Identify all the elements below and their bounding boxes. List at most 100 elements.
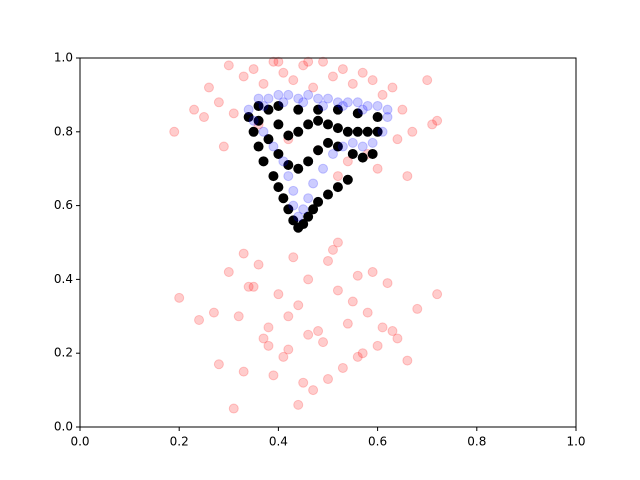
point xyxy=(347,137,358,148)
point xyxy=(243,281,254,292)
point xyxy=(228,108,239,119)
point xyxy=(303,89,314,100)
point xyxy=(337,64,348,75)
point xyxy=(352,126,363,137)
point xyxy=(303,119,314,130)
x-tick-label: 0.8 xyxy=(467,435,486,449)
point xyxy=(357,348,368,359)
point xyxy=(372,126,383,137)
point xyxy=(303,193,314,204)
point xyxy=(273,119,284,130)
point xyxy=(313,104,324,115)
point xyxy=(332,104,343,115)
point xyxy=(213,97,224,108)
point xyxy=(342,318,353,329)
y-tick-label: 0.2 xyxy=(54,346,73,360)
point xyxy=(283,171,294,182)
point xyxy=(258,156,269,167)
point xyxy=(357,141,368,152)
point xyxy=(347,78,358,89)
point xyxy=(288,185,299,196)
point xyxy=(238,71,249,82)
point xyxy=(223,267,234,278)
point xyxy=(293,300,304,311)
point xyxy=(313,326,324,337)
point xyxy=(308,82,319,93)
point xyxy=(382,104,393,115)
point xyxy=(347,148,358,159)
point xyxy=(427,119,438,130)
point xyxy=(189,104,200,115)
point xyxy=(387,326,398,337)
point xyxy=(342,97,353,108)
point xyxy=(332,141,343,152)
point xyxy=(238,366,249,377)
point xyxy=(278,193,289,204)
point xyxy=(352,97,363,108)
point xyxy=(268,370,279,381)
point xyxy=(377,322,388,333)
point xyxy=(362,100,373,111)
point xyxy=(407,126,418,137)
point xyxy=(283,89,294,100)
point xyxy=(402,171,413,182)
point xyxy=(258,100,269,111)
point xyxy=(332,171,343,182)
point xyxy=(342,174,353,185)
point xyxy=(313,115,324,126)
point xyxy=(203,82,214,93)
point xyxy=(268,56,279,67)
plot-area xyxy=(169,56,443,414)
point xyxy=(228,403,239,414)
point xyxy=(298,219,309,230)
point xyxy=(362,126,373,137)
x-tick-label: 0.2 xyxy=(170,435,189,449)
point xyxy=(263,93,274,104)
point xyxy=(367,75,378,86)
x-tick-label: 0.0 xyxy=(70,435,89,449)
point xyxy=(278,67,289,78)
point xyxy=(303,156,314,167)
point xyxy=(253,115,264,126)
point xyxy=(372,340,383,351)
point xyxy=(362,307,373,318)
point xyxy=(288,75,299,86)
point xyxy=(174,292,185,303)
point xyxy=(367,267,378,278)
point xyxy=(422,75,433,86)
y-tick-label: 0.4 xyxy=(54,272,73,286)
point xyxy=(248,115,259,126)
point xyxy=(273,148,284,159)
y-tick-label: 0.8 xyxy=(54,124,73,138)
point xyxy=(243,104,254,115)
point xyxy=(273,56,284,67)
point xyxy=(283,204,294,215)
point xyxy=(313,145,324,156)
point xyxy=(298,60,309,71)
point xyxy=(263,104,274,115)
point xyxy=(397,104,408,115)
point xyxy=(337,362,348,373)
point xyxy=(298,204,309,215)
point xyxy=(288,215,299,226)
point xyxy=(248,64,259,75)
point xyxy=(332,237,343,248)
point xyxy=(327,71,338,82)
point xyxy=(332,97,343,108)
point xyxy=(298,377,309,388)
point xyxy=(332,182,343,193)
point xyxy=(263,340,274,351)
point xyxy=(402,355,413,366)
point xyxy=(303,211,314,222)
point xyxy=(347,296,358,307)
y-tick-label: 0.6 xyxy=(54,198,73,212)
point xyxy=(293,126,304,137)
point xyxy=(283,130,294,141)
point xyxy=(253,100,264,111)
point xyxy=(323,119,333,130)
point xyxy=(233,311,244,322)
point xyxy=(432,115,443,126)
point xyxy=(367,137,378,148)
